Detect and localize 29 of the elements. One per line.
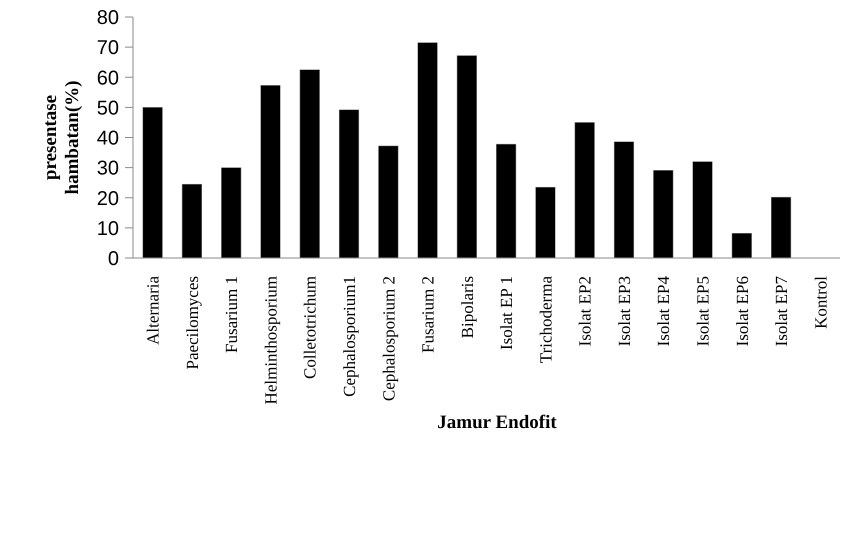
- x-tick-label: Fusarium 1: [222, 276, 242, 353]
- x-tick-label: Isolat EP4: [654, 276, 674, 346]
- x-tick-label: Isolat EP2: [576, 276, 595, 346]
- y-tick-label: 80: [96, 7, 119, 29]
- x-tick-label: Cephalosporium1: [340, 276, 359, 397]
- x-tick-label: Isolat EP7: [772, 276, 792, 346]
- x-tick-label: Trichoderma: [536, 276, 556, 364]
- x-tick-label: Helminthosporium: [261, 276, 280, 404]
- x-tick-label: Cephalosporium 2: [379, 276, 398, 402]
- x-axis-title: Jamur Endofit: [437, 412, 558, 433]
- y-tick-label: 70: [96, 37, 119, 60]
- x-tick-label: Isolat EP5: [693, 276, 712, 346]
- x-tick-label: Isolat EP 1: [497, 276, 516, 350]
- y-tick-label: 50: [96, 97, 119, 120]
- y-tick-label: 0: [108, 248, 119, 270]
- x-tick-label: Alternaria: [144, 276, 163, 345]
- y-tick-label: 40: [96, 128, 119, 150]
- x-tick-label: Isolat EP6: [732, 276, 752, 346]
- y-axis-title: presentase hambatan(%): [40, 80, 83, 195]
- y-tick-label: 60: [96, 67, 119, 90]
- y-tick-label: 30: [96, 158, 119, 180]
- x-tick-label: Colletotrichum: [300, 276, 320, 379]
- x-tick-label: Kontrol: [811, 276, 830, 329]
- x-tick-label: Bipolaris: [458, 276, 477, 338]
- y-tick-label: 20: [96, 188, 119, 210]
- y-tick-label: 10: [96, 218, 119, 240]
- x-tick-label: Paecilomyces: [182, 276, 202, 370]
- x-tick-label: Fusarium 2: [418, 276, 438, 353]
- x-tick-label: Isolat EP3: [614, 276, 634, 346]
